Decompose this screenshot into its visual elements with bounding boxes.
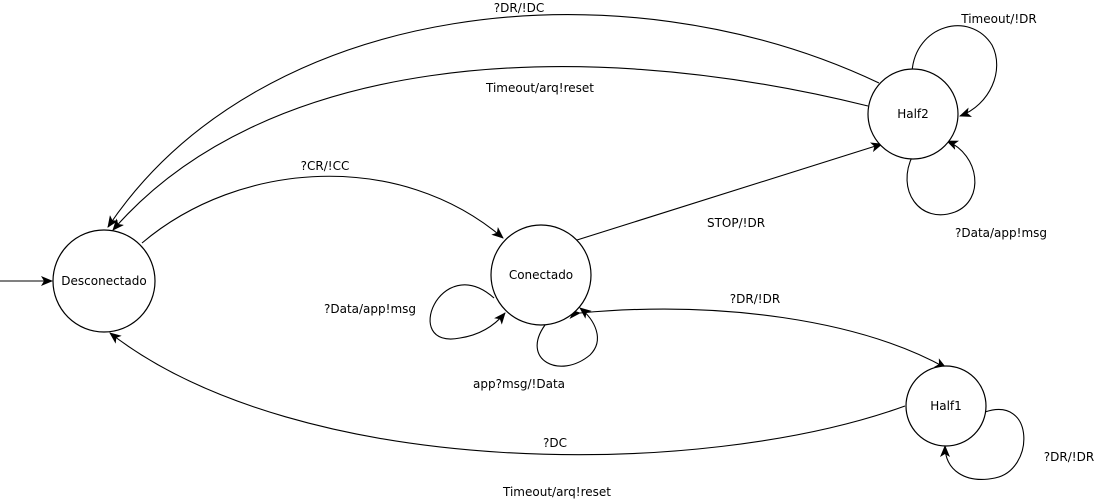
transition-label-dr-dr-half1: ?DR/!DR: [1044, 450, 1094, 464]
state-conectado: [490, 224, 592, 326]
loop-half2-data: [906, 140, 976, 216]
state-desconectado: [52, 229, 156, 333]
loop-half2-timeout: [911, 25, 998, 117]
edge-desconectado-conectado: [141, 175, 504, 244]
transition-label-data-half2: ?Data/app!msg: [955, 226, 1047, 240]
state-label-desconectado: Desconectado: [61, 274, 146, 288]
edge-half2-desconectado-dr: [107, 14, 880, 228]
edge-conectado-half1: [568, 308, 947, 369]
transition-label-data-conectado: ?Data/app!msg: [324, 302, 416, 316]
transition-label-timeout-half2: Timeout/arq!reset: [485, 81, 594, 95]
edge-conectado-half2: [576, 142, 883, 241]
loop-conectado-data: [429, 284, 506, 340]
transition-label-dr-dc: ?DR/!DC: [494, 1, 544, 15]
transition-label-dc: ?DC: [543, 436, 567, 450]
state-label-half1: Half1: [930, 399, 962, 413]
transition-label-cr-cc: ?CR/!CC: [301, 159, 350, 173]
transition-label-timeout-dr: Timeout/!DR: [960, 12, 1036, 26]
loop-conectado-app: [536, 307, 598, 367]
transition-label-app-msg: app?msg/!Data: [473, 377, 565, 391]
edge-half2-desconectado-timeout: [112, 66, 869, 231]
transition-label-stop-dr: STOP/!DR: [707, 216, 765, 230]
state-half1: [905, 365, 987, 447]
edge-half1-desconectado: [109, 332, 906, 456]
state-label-conectado: Conectado: [509, 268, 573, 282]
state-label-half2: Half2: [897, 107, 929, 121]
state-half2: [867, 68, 959, 160]
transition-label-timeout-half1: Timeout/arq!reset: [502, 485, 611, 499]
transition-label-dr-dr-conectado: ?DR/!DR: [730, 292, 780, 306]
loop-half1-dr: [940, 409, 1025, 480]
